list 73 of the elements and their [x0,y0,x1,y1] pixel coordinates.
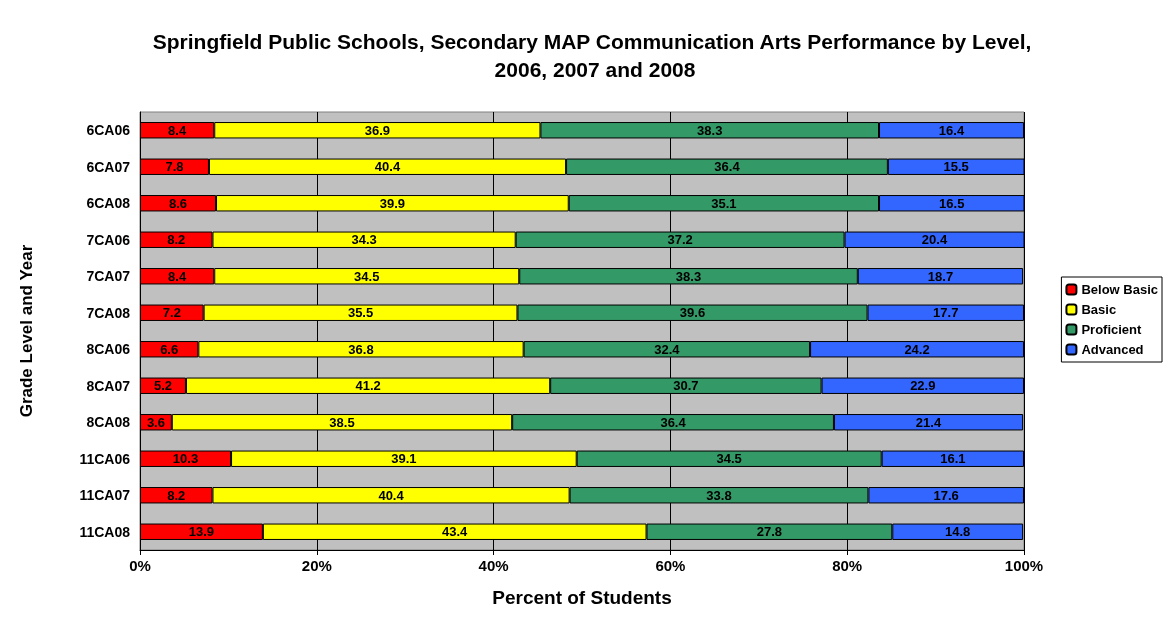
data-label: 40.4 [378,487,405,503]
data-label: 15.5 [943,159,969,175]
data-label: 7.2 [162,305,181,321]
data-label: 27.8 [756,524,783,540]
x-axis-title: Percent of Students [492,587,672,608]
data-label: 7.8 [165,159,184,175]
data-label: 36.4 [714,159,741,175]
data-label: 34.3 [351,232,377,248]
data-label: 18.7 [927,268,954,284]
y-tick-label: 11CA07 [79,487,131,504]
data-label: 40.4 [374,159,401,175]
data-label: 16.1 [940,451,966,467]
data-label: 14.8 [945,524,971,540]
y-tick-label: 11CA08 [79,523,131,540]
data-label: 5.2 [153,378,173,394]
chart-title: Springfield Public Schools, Secondary MAP Communication Arts Performance by Level, 2006, 2007 and 2008 [152,29,1038,81]
data-label: 38.3 [697,122,723,138]
legend-label: Advanced [1081,342,1144,357]
y-tick-label: 6CA07 [86,158,131,175]
data-label: 34.5 [716,451,742,467]
data-label: 43.4 [442,524,469,540]
y-tick-label: 7CA07 [86,268,131,285]
data-label: 39.1 [391,451,417,467]
data-label: 38.3 [675,268,702,284]
legend-label: Proficient [1081,322,1143,337]
x-tick-label: 20% [301,557,332,574]
data-label: 21.4 [915,414,942,430]
data-label: 35.5 [347,305,374,321]
data-label: 22.9 [910,378,936,394]
data-label: 33.8 [706,487,732,503]
data-label: 8.6 [168,195,188,211]
data-label: 10.3 [172,451,199,467]
legend-label: Basic [1081,302,1117,317]
data-label: 16.4 [938,122,965,138]
data-label: 8.4 [168,268,187,284]
data-label: 36.8 [348,341,374,357]
legend-label: Below Basic [1081,282,1159,297]
data-label: 38.5 [329,414,355,430]
data-label: 37.2 [667,232,693,248]
data-label: 8.2 [167,487,186,503]
x-tick-label: 100% [1004,557,1044,574]
y-tick-label: 7CA06 [86,231,131,248]
data-label: 30.7 [673,378,699,394]
x-tick-label: 60% [655,557,686,574]
data-label: 36.9 [364,122,391,138]
data-label: 8.4 [168,122,187,138]
y-tick-label: 8CA08 [86,414,131,431]
x-tick-label: 0% [129,557,151,574]
y-tick-label: 11CA06 [79,450,131,467]
data-label: 17.6 [933,487,959,503]
data-label: 35.1 [711,195,737,211]
data-label: 34.5 [354,268,380,284]
data-label: 16.5 [939,195,965,211]
y-tick-label: 8CA07 [86,377,131,394]
y-tick-label: 6CA06 [86,122,131,139]
data-label: 39.9 [379,195,406,211]
data-label: 20.4 [921,232,948,248]
y-tick-label: 8CA06 [86,341,131,358]
data-label: 36.4 [660,414,687,430]
y-tick-label: 6CA08 [86,195,131,212]
data-label: 24.2 [904,341,930,357]
data-label: 3.6 [146,414,165,430]
y-tick-label: 7CA08 [86,304,131,321]
data-label: 6.6 [160,341,179,357]
data-label: 32.4 [654,341,681,357]
data-label: 39.6 [679,305,706,321]
data-label: 41.2 [355,378,381,394]
data-label: 8.2 [167,232,186,248]
data-label: 17.7 [933,305,959,321]
x-tick-label: 40% [478,557,509,574]
data-label: 13.9 [188,524,215,540]
y-axis-title: Grade Level and Year [17,244,36,418]
x-tick-label: 80% [832,557,863,574]
